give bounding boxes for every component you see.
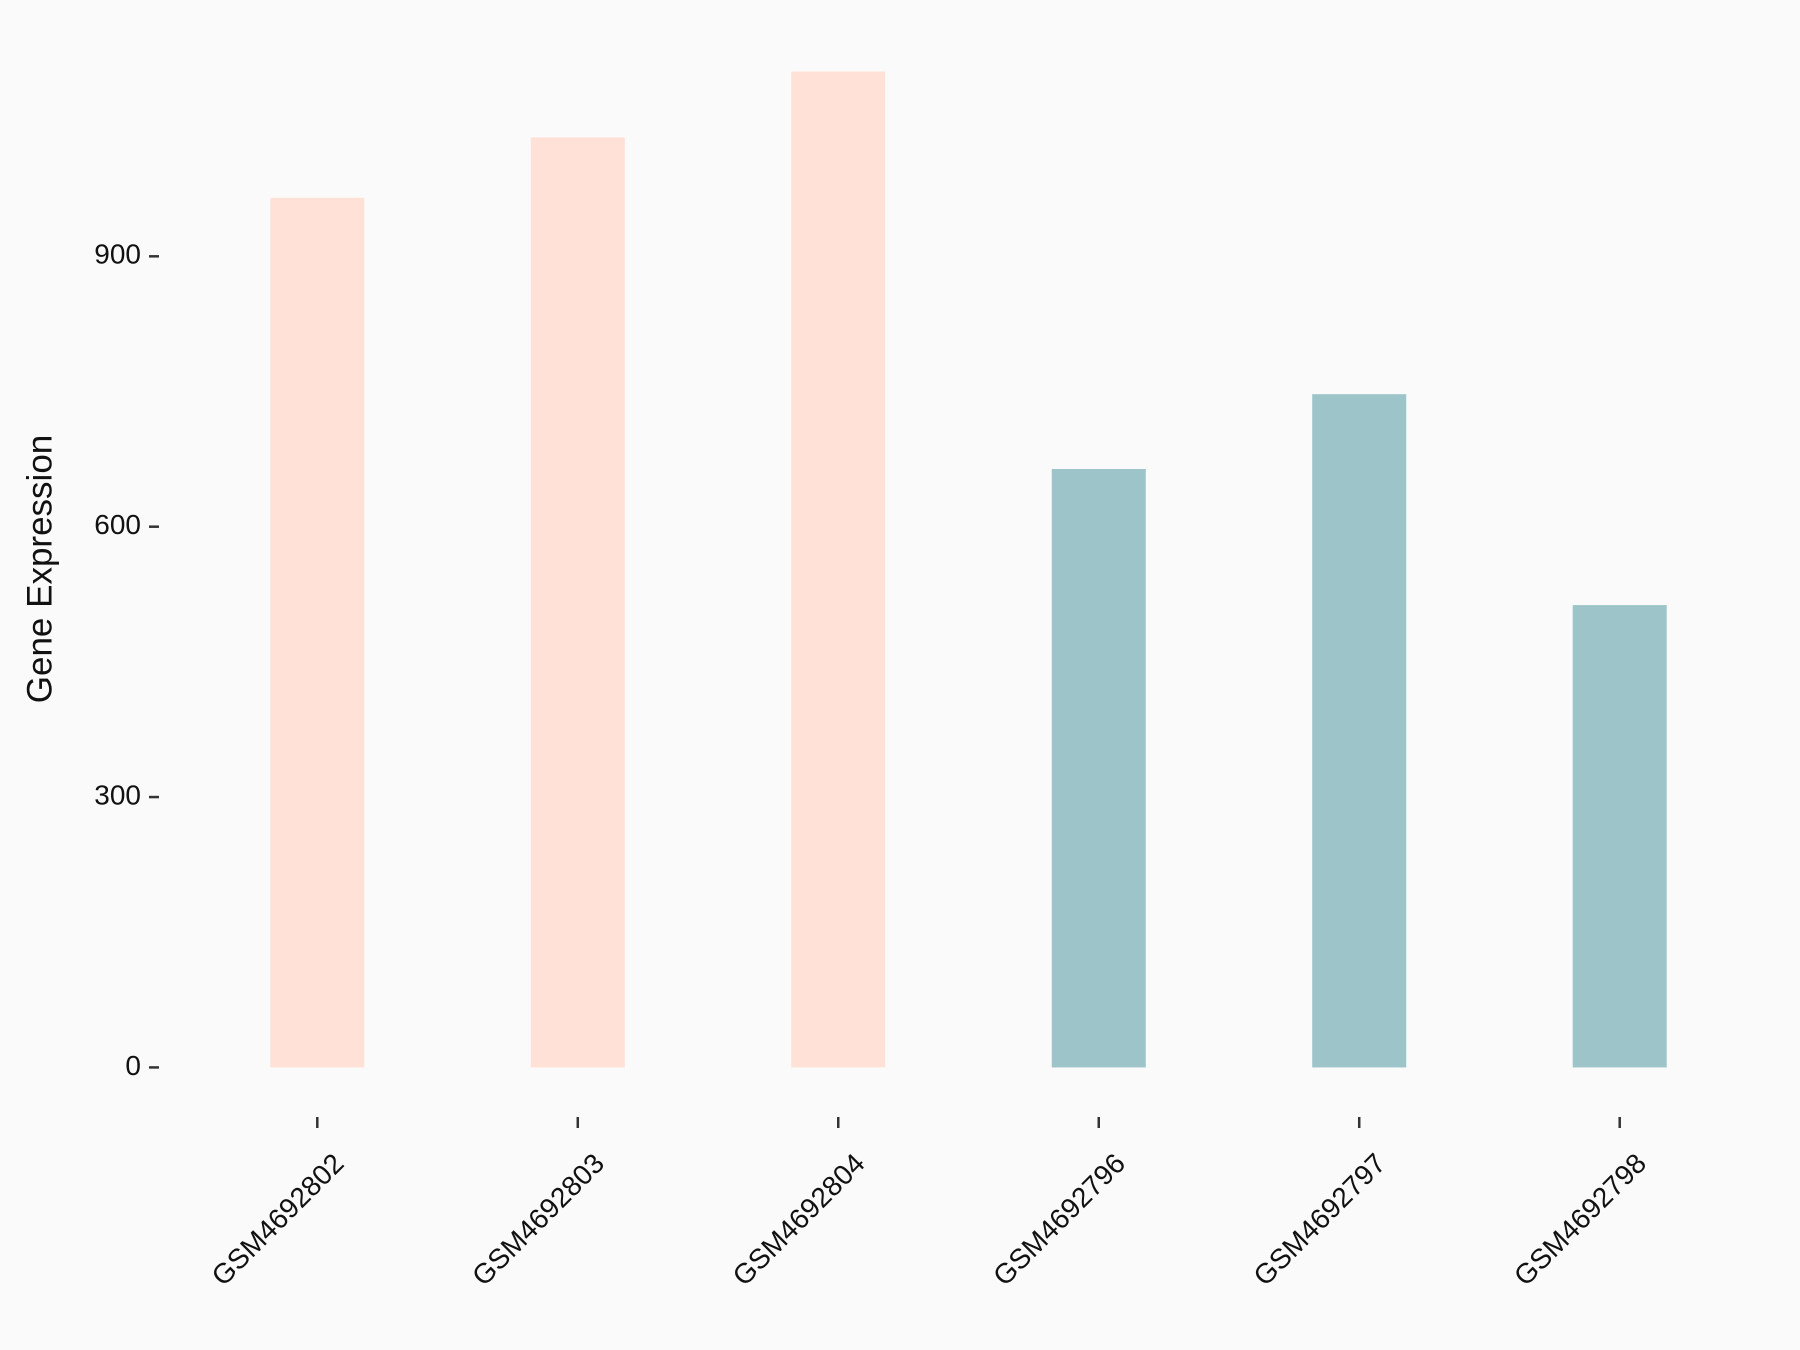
y-tick-label: 900 bbox=[94, 239, 141, 270]
y-tick-label: 0 bbox=[125, 1050, 141, 1081]
x-tick-label: GSM4692798 bbox=[1508, 1147, 1652, 1291]
bar bbox=[1312, 394, 1407, 1068]
y-tick-label: 300 bbox=[94, 779, 141, 810]
y-axis-title: Gene Expression bbox=[20, 435, 59, 703]
x-tick-label: GSM4692797 bbox=[1248, 1147, 1392, 1291]
y-tick-label: 600 bbox=[94, 509, 141, 540]
x-tick-label: GSM4692796 bbox=[987, 1147, 1131, 1291]
bar bbox=[530, 137, 625, 1068]
x-tick-label: GSM4692803 bbox=[466, 1147, 610, 1291]
bar bbox=[270, 197, 365, 1068]
x-tick-label: GSM4692804 bbox=[727, 1147, 871, 1291]
bar bbox=[1051, 469, 1146, 1068]
x-tick-label: GSM4692802 bbox=[206, 1147, 350, 1291]
bar bbox=[1572, 605, 1667, 1068]
bar bbox=[791, 71, 886, 1068]
